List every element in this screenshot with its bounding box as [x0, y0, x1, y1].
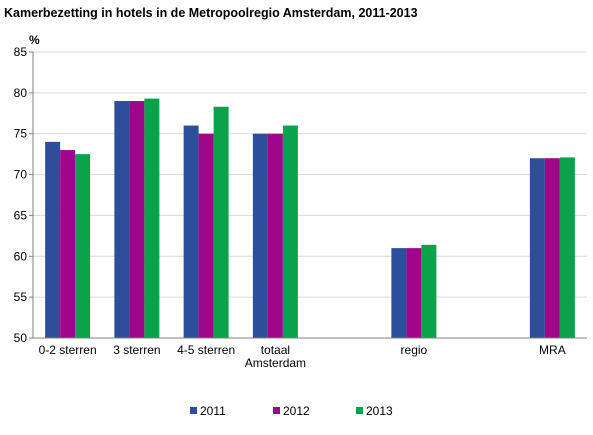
bar-2012: [406, 248, 422, 338]
x-tick-label: totaal: [261, 343, 290, 357]
legend-swatch-2012: [273, 407, 280, 414]
x-tick-label: MRA: [539, 343, 566, 357]
y-axis-label: %: [29, 33, 40, 47]
legend-swatch-2011: [190, 407, 197, 414]
y-tick-label: 75: [14, 127, 28, 141]
bar-2012: [267, 133, 283, 338]
y-tick-label: 65: [14, 208, 28, 222]
y-tick-label: 85: [14, 45, 28, 59]
y-tick-label: 60: [14, 249, 28, 263]
y-tick-label: 80: [14, 86, 28, 100]
legend: 2011 2012 2013: [190, 404, 393, 418]
bar-2013: [213, 106, 229, 339]
bar-2011: [183, 125, 199, 339]
bar-2013: [144, 98, 160, 338]
bar-2012: [544, 158, 560, 338]
bar-2011: [45, 141, 61, 338]
legend-label-2011: 2011: [200, 404, 226, 418]
bar-2012: [129, 101, 145, 339]
x-tick-label: 0-2 sterren: [39, 343, 97, 357]
bar-2011: [529, 158, 545, 338]
chart-title: Kamerbezetting in hotels in de Metropool…: [4, 6, 418, 20]
legend-label-2013: 2013: [366, 404, 393, 418]
bars: [45, 98, 575, 339]
axes: [32, 52, 587, 339]
bar-2011: [391, 248, 407, 338]
bar-2011: [252, 133, 268, 338]
legend-label-2012: 2012: [283, 404, 310, 418]
y-axis-ticks: 50 55 60 65 70 75 80 85: [14, 45, 33, 345]
bar-2013: [75, 154, 91, 338]
bar-2013: [559, 157, 575, 338]
y-tick-label: 70: [14, 168, 28, 182]
legend-swatch-2013: [356, 407, 363, 414]
y-tick-label: 55: [14, 290, 28, 304]
x-axis-ticks: 0-2 sterren 3 sterren 4-5 sterren totaalAms…: [39, 343, 566, 370]
x-tick-label: 4-5 sterren: [177, 343, 235, 357]
bar-2013: [421, 244, 437, 338]
bar-2012: [198, 133, 214, 338]
bar-2011: [114, 101, 130, 339]
bar-2012: [60, 150, 76, 338]
x-tick-label: Amsterdam: [245, 356, 306, 370]
y-tick-label: 50: [14, 331, 28, 345]
bar-2013: [282, 125, 298, 339]
x-tick-label: regio: [401, 343, 428, 357]
x-tick-label: 3 sterren: [113, 343, 160, 357]
